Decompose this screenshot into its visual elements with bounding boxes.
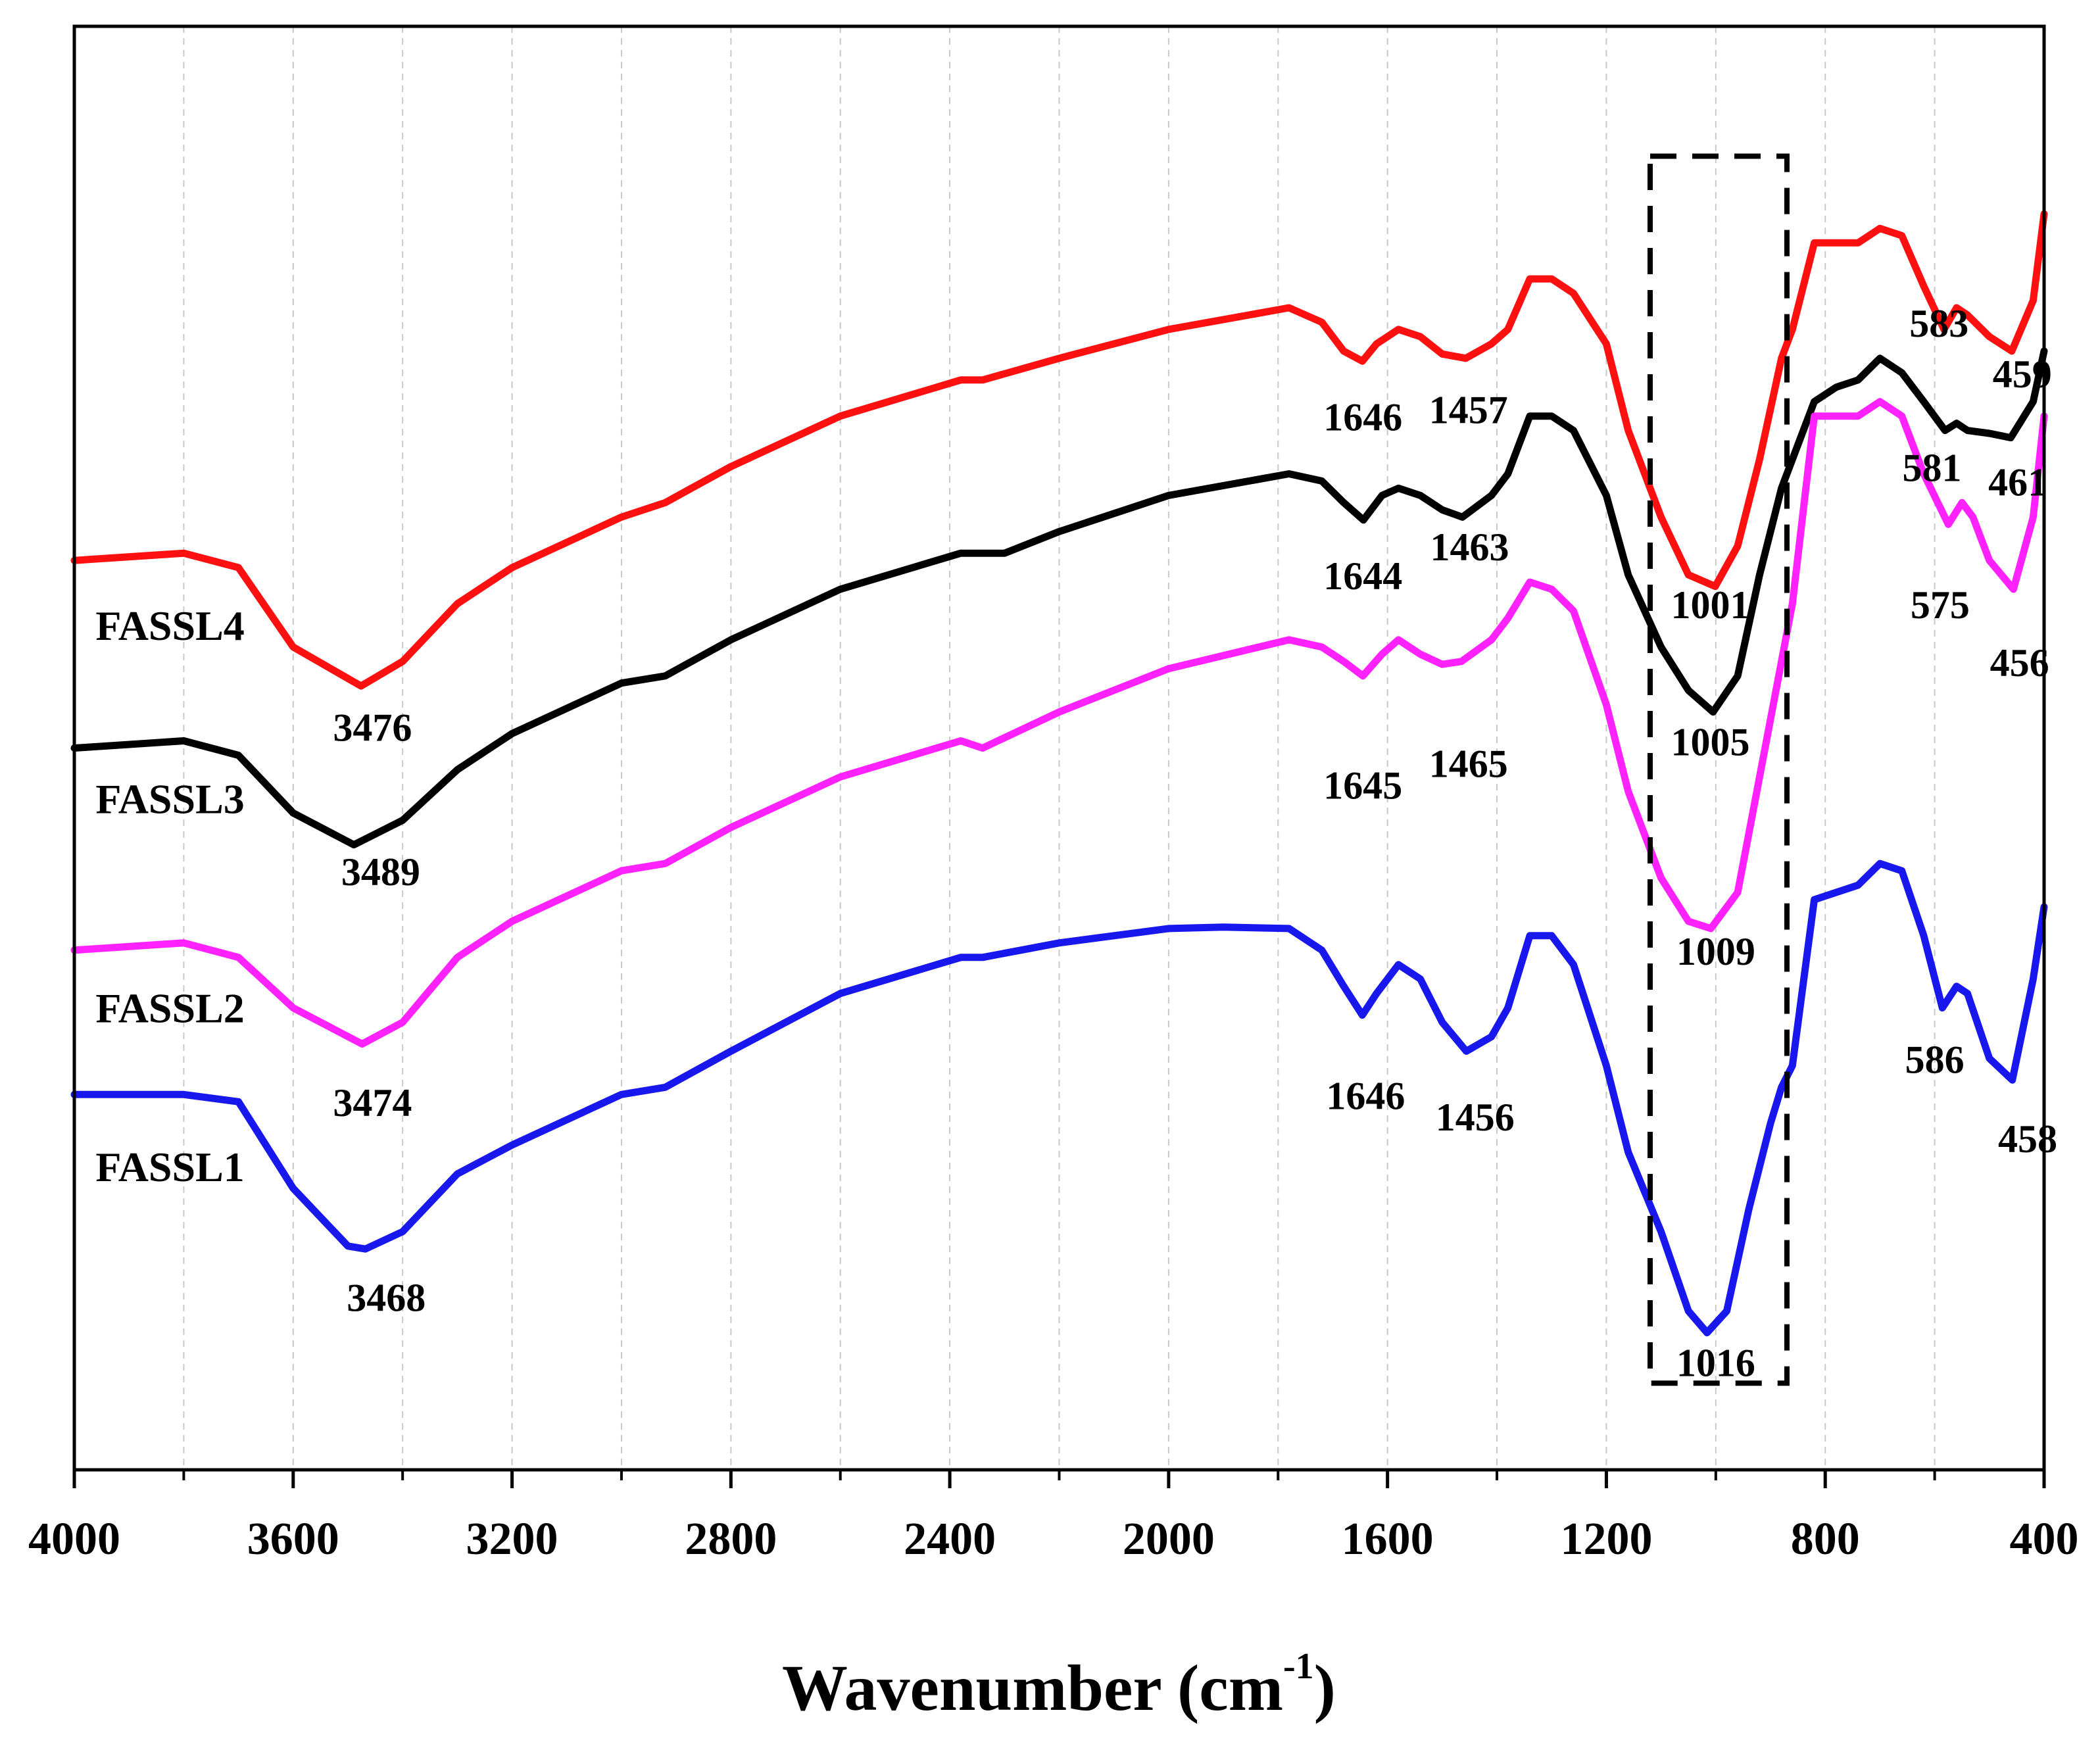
series-line-fassl1: [70, 860, 2048, 1336]
peak-label: 1646: [1326, 1074, 1405, 1117]
peak-label: 1463: [1430, 525, 1509, 569]
x-tick-label: 2800: [685, 1514, 777, 1565]
peak-label: 586: [1905, 1038, 1965, 1081]
peak-label: 1465: [1429, 742, 1508, 785]
x-tick-label: 4000: [28, 1514, 120, 1565]
peak-label: 3489: [341, 850, 420, 894]
peak-label: 1457: [1429, 389, 1508, 432]
x-axis-title: Wavenumber (cm-1): [782, 1646, 1336, 1724]
peak-label: 583: [1909, 302, 1968, 345]
peak-label: 581: [1902, 446, 1961, 489]
x-axis-title-close: ): [1314, 1651, 1336, 1724]
x-tick-label: 800: [1791, 1514, 1860, 1565]
x-tick-label: 3200: [466, 1514, 558, 1565]
grid-lines: [183, 26, 1936, 1470]
series-label-fassl4: FASSL4: [95, 602, 244, 649]
x-tick-label: 1200: [1560, 1514, 1652, 1565]
peak-label: 461: [1988, 460, 2047, 504]
highlight-box: [1648, 153, 1790, 1386]
series-label-fassl2: FASSL2: [95, 985, 244, 1032]
peak-label: 459: [1993, 352, 2052, 396]
peak-label: 575: [1911, 583, 1970, 627]
series-layer: [70, 210, 2048, 1336]
x-axis-title-main: Wavenumber (cm: [782, 1651, 1283, 1724]
peak-label: 1016: [1676, 1341, 1755, 1384]
x-tick-label: 400: [2010, 1514, 2079, 1565]
peak-label: 1456: [1436, 1096, 1515, 1139]
peak-label: 1009: [1676, 930, 1755, 973]
x-axis-ticks: 4000 3600 3200 2800 2400 2000 1600 1200 800 400: [28, 1470, 2079, 1565]
peak-label: 1646: [1323, 396, 1402, 439]
series-line-fassl4: [70, 210, 2048, 690]
peak-label: 1001: [1671, 583, 1750, 627]
peak-label: 3476: [333, 706, 412, 750]
x-tick-label: 1600: [1342, 1514, 1434, 1565]
series-line-fassl2: [70, 398, 2048, 1048]
peak-label: 3474: [333, 1081, 412, 1125]
series-label-fassl3: FASSL3: [95, 775, 244, 822]
peak-label: 458: [1998, 1117, 2057, 1161]
peak-label: 1644: [1323, 554, 1402, 598]
peak-label: 1005: [1671, 720, 1750, 764]
x-tick-label: 2000: [1123, 1514, 1215, 1565]
series-line-fassl3: [70, 347, 2048, 849]
x-axis-title-superscript: -1: [1283, 1646, 1314, 1687]
series-label-fassl1: FASSL1: [95, 1144, 244, 1190]
peak-label: 1645: [1323, 764, 1402, 807]
labels-layer: FASSL4 FASSL3 FASSL2 FASSL1 3476 1646 1457 1001…: [95, 302, 2057, 1384]
peak-label: 456: [1990, 641, 2049, 685]
x-tick-label: 3600: [247, 1514, 339, 1565]
peak-label: 3468: [347, 1276, 426, 1320]
x-tick-label: 2400: [904, 1514, 996, 1565]
